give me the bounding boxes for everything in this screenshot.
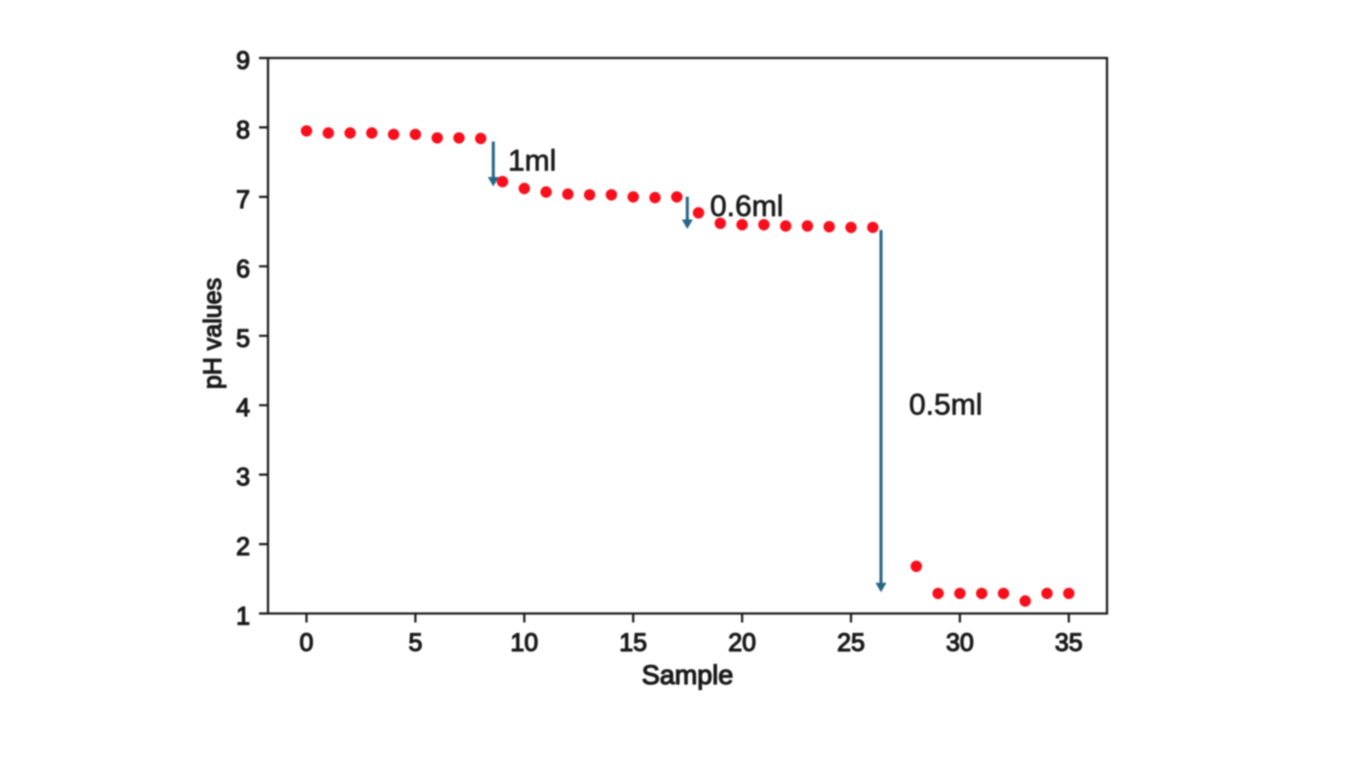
svg-text:2: 2 [236, 533, 250, 561]
svg-text:0.5ml: 0.5ml [909, 389, 982, 422]
svg-text:Sample: Sample [642, 660, 734, 690]
svg-text:5: 5 [408, 629, 422, 657]
svg-text:25: 25 [837, 629, 865, 657]
svg-text:0: 0 [300, 629, 314, 657]
svg-text:4: 4 [236, 394, 250, 422]
svg-text:8: 8 [236, 116, 250, 144]
svg-text:10: 10 [510, 629, 538, 657]
svg-text:35: 35 [1055, 629, 1083, 657]
svg-text:30: 30 [946, 629, 974, 657]
svg-text:3: 3 [236, 464, 250, 492]
svg-text:7: 7 [236, 186, 250, 214]
svg-text:20: 20 [728, 629, 756, 657]
svg-text:1: 1 [236, 603, 250, 631]
svg-text:0.6ml: 0.6ml [710, 190, 783, 223]
svg-text:1ml: 1ml [508, 144, 556, 177]
svg-text:9: 9 [236, 47, 250, 75]
svg-text:5: 5 [236, 325, 250, 353]
svg-text:15: 15 [619, 629, 647, 657]
svg-text:6: 6 [236, 255, 250, 283]
svg-text:pH values: pH values [199, 278, 227, 389]
